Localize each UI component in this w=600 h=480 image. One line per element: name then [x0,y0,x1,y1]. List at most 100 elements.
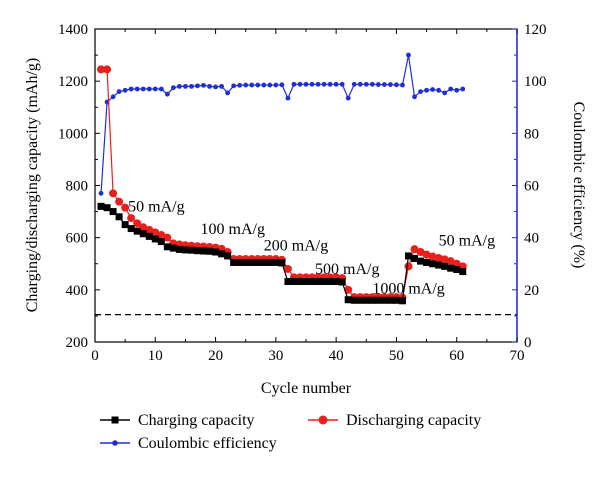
data-point [133,219,142,228]
y-left-tick-label: 400 [66,283,89,299]
data-point [230,258,238,266]
data-point [368,296,376,304]
data-point [219,83,225,89]
legend-entry: Charging capacity [100,412,255,429]
y-left-tick-label: 800 [66,179,89,195]
data-point [284,277,292,285]
data-point [121,221,129,229]
data-point [140,86,146,92]
data-point [151,235,159,243]
data-point [314,277,322,285]
data-point [181,246,189,254]
rate-annotation: 50 mA/g [128,199,184,216]
data-point [434,254,443,263]
data-point [103,65,112,74]
data-point [381,82,387,87]
data-point [398,297,406,305]
y-left-tick-label: 1000 [58,126,88,142]
data-point [158,86,164,92]
data-point [285,95,291,101]
data-point [320,277,328,285]
data-point [424,87,429,93]
data-point [339,81,345,87]
data-point [332,277,340,285]
data-point [435,261,443,269]
data-point [460,86,466,92]
data-point [356,296,364,304]
legend: Charging capacity Discharging capacity Cou… [100,412,481,452]
data-point [254,258,262,266]
data-point [127,225,135,233]
data-point [237,82,243,88]
data-point [109,208,117,216]
data-point [453,265,461,273]
data-point [248,258,256,266]
data-point [338,278,346,286]
data-point [446,257,455,266]
data-point [296,277,304,285]
data-point [416,248,425,257]
data-point [459,268,467,276]
data-point [163,233,172,242]
data-point [279,82,285,88]
y-left-tick-label: 200 [66,335,89,351]
data-point [260,258,268,266]
data-point [193,247,201,255]
y-left-tick-label: 600 [66,231,89,247]
data-point [404,262,413,271]
data-point [430,87,435,92]
data-point [242,258,250,266]
legend-entry: Discharging capacity [308,412,481,429]
data-point [128,86,134,92]
axes-layer: 0 10 20 30 40 50 60 70 200 400 600 800 1000 1200 1400 0… [58,22,547,364]
series-charging-capacity [97,202,467,305]
data-point [145,225,154,234]
legend-entry: Coulombic efficiency [100,435,277,452]
x-tick-label: 60 [449,348,464,364]
data-point [418,89,423,94]
data-point [351,81,357,87]
data-point [406,52,411,58]
data-point [177,83,182,89]
legend-label: Coulombic efficiency [138,435,277,452]
data-point [375,82,381,87]
data-point [97,65,106,74]
x-tick-label: 0 [91,348,99,364]
data-point [133,227,141,235]
data-point [127,214,136,223]
y-right-tick-label: 100 [524,74,547,90]
data-point [326,277,334,285]
data-point [146,86,152,92]
data-point [308,277,316,285]
data-point [243,82,249,88]
data-point [291,81,297,87]
data-point [116,89,122,94]
data-point [278,259,286,267]
data-point [386,296,394,304]
data-point [266,258,274,266]
x-tick-label: 50 [389,348,404,364]
y-axis-right-label: Coulombic efficiency (%) [570,102,587,269]
data-point [369,81,375,87]
rate-annotation: 50 mA/g [439,232,495,249]
data-point [206,247,214,255]
rate-annotation: 200 mA/g [264,238,328,255]
data-point [134,86,140,92]
x-tick-label: 20 [208,348,223,364]
data-point [345,95,351,101]
series-coulombic-efficiency [98,52,466,196]
data-point [404,252,412,260]
data-point [121,203,130,212]
data-point [97,202,105,210]
legend-marker [112,440,118,446]
data-point [231,83,237,89]
y-right-tick-label: 80 [524,126,539,142]
data-point [447,264,455,272]
x-tick-label: 30 [268,348,283,364]
data-point [187,246,195,254]
data-point [139,230,147,238]
data-point [224,252,232,260]
data-point [302,277,310,285]
data-point [394,82,399,88]
